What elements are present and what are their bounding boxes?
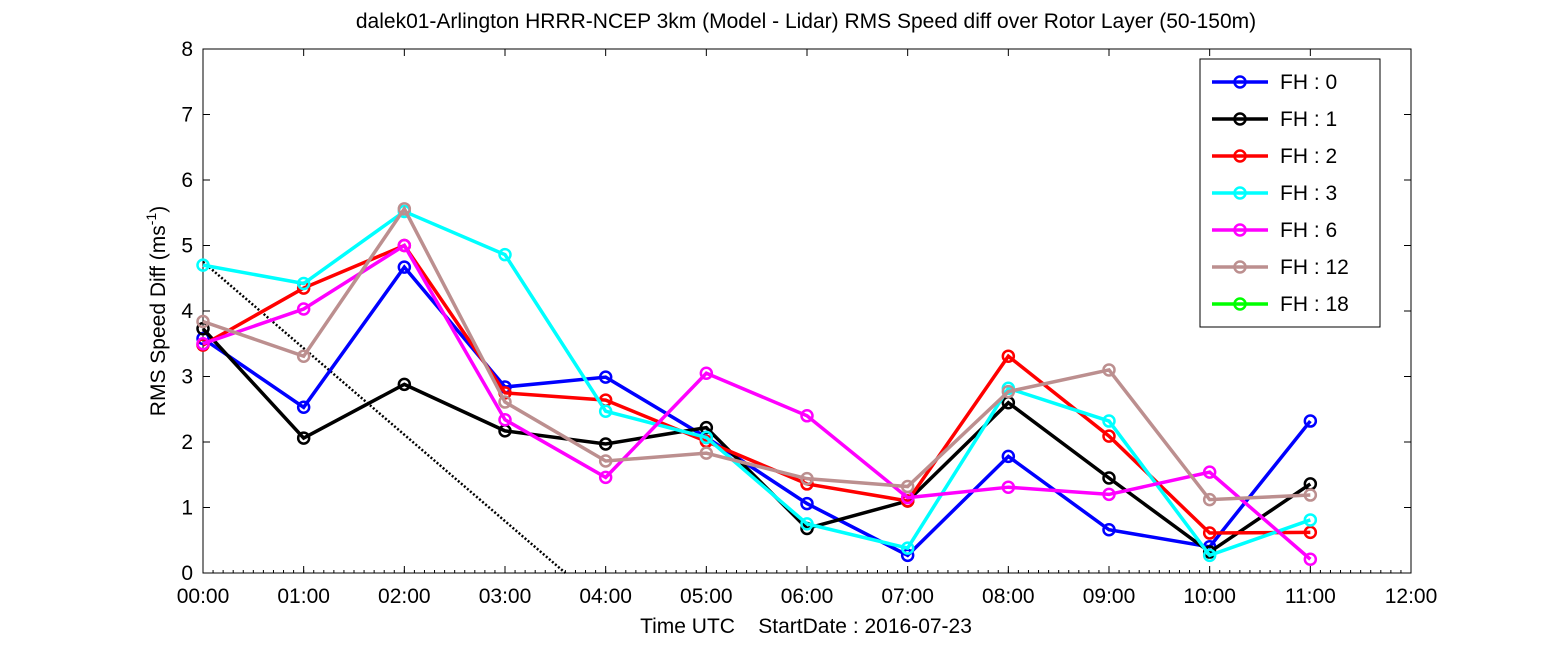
data-point — [498, 247, 512, 262]
data-point — [598, 404, 613, 418]
y-tick-label: 3 — [181, 366, 193, 389]
y-tick-label: 6 — [181, 169, 193, 192]
data-point — [800, 471, 814, 486]
data-point — [1202, 492, 1217, 507]
y-tick-label: 0 — [181, 562, 193, 585]
data-point — [296, 302, 311, 316]
data-point — [900, 541, 915, 555]
y-tick-label: 5 — [181, 235, 193, 258]
data-point — [598, 470, 613, 485]
legend-label: FH : 2 — [1280, 145, 1337, 168]
data-point — [1202, 548, 1217, 563]
legend-label: FH : 3 — [1280, 182, 1337, 205]
legend-label: FH : 1 — [1280, 108, 1337, 131]
data-point — [1102, 363, 1116, 377]
data-point — [598, 370, 613, 384]
series-line-2 — [202, 243, 1311, 535]
data-point — [1102, 471, 1116, 485]
data-point — [1102, 414, 1116, 428]
data-point — [296, 349, 311, 363]
series-line-5 — [202, 205, 1311, 502]
data-point — [1303, 552, 1318, 566]
x-tick-label: 11:00 — [1285, 585, 1336, 608]
x-tick-label: 04:00 — [579, 585, 632, 608]
data-point — [800, 517, 814, 531]
legend-swatch-marker — [1233, 297, 1247, 311]
legend-swatch-marker — [1233, 223, 1247, 237]
data-point — [699, 446, 714, 460]
x-tick-label: 10:00 — [1183, 585, 1236, 608]
y-axis-label: RMS Speed Diff (ms-1) — [143, 206, 170, 416]
data-point — [397, 238, 412, 253]
x-tick-label: 00:00 — [177, 585, 230, 608]
data-point — [1202, 526, 1217, 540]
x-tick-label: 02:00 — [378, 585, 431, 608]
data-point — [1102, 487, 1116, 502]
data-point — [196, 258, 210, 272]
data-point — [1001, 480, 1016, 494]
data-point — [296, 400, 311, 415]
y-axis-label-superscript: -1 — [143, 213, 159, 226]
x-tick-label: 08:00 — [982, 585, 1035, 608]
y-axis-label-close: ) — [147, 206, 170, 213]
y-tick-label: 7 — [181, 104, 193, 127]
x-tick-label: 09:00 — [1083, 585, 1136, 608]
data-point — [296, 276, 311, 291]
x-tick-label: 06:00 — [781, 585, 834, 608]
data-point — [1102, 523, 1116, 537]
series-line-0 — [202, 264, 1312, 558]
data-point — [1102, 429, 1116, 443]
data-point — [699, 430, 714, 445]
legend-swatch-marker — [1233, 260, 1247, 274]
data-point — [1202, 465, 1217, 479]
chart-title: dalek01-Arlington HRRR-NCEP 3km (Model -… — [356, 10, 1256, 33]
y-tick-label: 8 — [181, 38, 193, 61]
x-tick-label: 03:00 — [479, 585, 532, 608]
data-point — [1303, 513, 1318, 527]
legend: FH : 0 FH : 1 FH : 2 FH : 3 FH : 6 FH : 12 FH … — [1199, 58, 1381, 328]
data-point — [498, 412, 512, 427]
legend-label: FH : 12 — [1280, 256, 1349, 279]
data-point — [1001, 349, 1016, 363]
legend-swatch-marker — [1233, 186, 1247, 200]
legend-label: FH : 6 — [1280, 219, 1337, 242]
data-point — [900, 479, 915, 494]
x-tick-label: 01:00 — [277, 585, 330, 608]
data-point — [1303, 525, 1318, 540]
data-point — [800, 496, 814, 511]
data-point — [196, 337, 210, 351]
x-tick-label: 05:00 — [680, 585, 733, 608]
data-point — [1303, 414, 1318, 428]
x-axis-label: Time UTC StartDate : 2016-07-23 — [640, 615, 972, 638]
legend-swatch-marker — [1233, 75, 1247, 89]
data-point — [1001, 384, 1016, 399]
x-tick-label: 12:00 — [1385, 585, 1438, 608]
data-point — [800, 409, 814, 423]
y-tick-label: 2 — [181, 431, 193, 454]
legend-label: FH : 0 — [1280, 71, 1337, 94]
data-point — [296, 431, 311, 445]
x-tick-label: 07:00 — [881, 585, 934, 608]
data-point — [1303, 488, 1318, 502]
y-tick-label: 4 — [181, 300, 193, 323]
data-point — [598, 454, 613, 468]
y-axis: 0 1 2 3 4 5 6 7 8 — [181, 38, 1411, 585]
legend-label: FH : 18 — [1280, 293, 1349, 316]
data-point — [196, 314, 210, 329]
data-point — [498, 395, 512, 409]
y-tick-label: 1 — [181, 497, 193, 520]
series-line-3 — [202, 209, 1311, 558]
data-point — [397, 260, 412, 274]
data-point — [397, 377, 412, 392]
data-point — [699, 366, 714, 380]
series-line-4 — [202, 243, 1312, 561]
data-point — [397, 202, 412, 216]
y-axis-label-text: RMS Speed Diff (ms — [147, 225, 170, 416]
data-point — [1001, 449, 1016, 464]
legend-swatch-marker — [1233, 149, 1247, 163]
legend-swatch-marker — [1233, 112, 1247, 126]
x-axis: 00:00 01:00 02:00 03:00 04:00 05:00 06:00 07:00… — [177, 49, 1438, 608]
data-point — [598, 437, 613, 451]
